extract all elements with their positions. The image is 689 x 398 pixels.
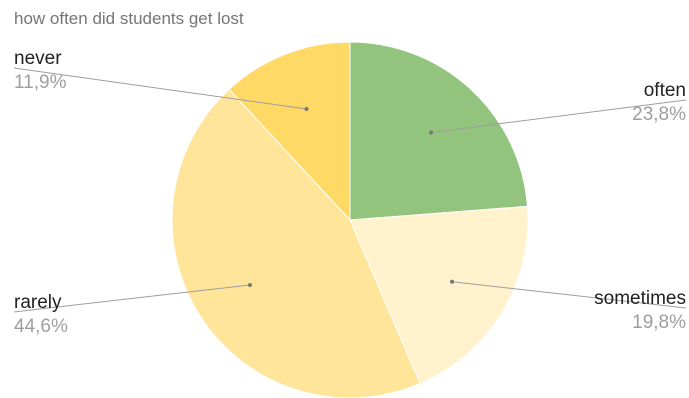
leader-dot-often [429, 130, 434, 135]
leader-dot-rarely [247, 282, 252, 287]
labels-layer: often 23,8% sometimes 19,8% rarely 44,6% never… [13, 48, 687, 337]
leader-line-often [430, 99, 687, 133]
leader-line-sometimes [451, 281, 687, 309]
slice-percent-never: 11,9% [14, 72, 67, 93]
pie-slice-sometimes [349, 205, 529, 385]
slice-percent-sometimes: 19,8% [632, 312, 686, 333]
chart-title: how often did students get lost [14, 9, 244, 28]
slice-label-often: often [644, 80, 686, 101]
slice-label-never: never [14, 48, 62, 69]
slice-percent-often: 23,8% [632, 104, 686, 125]
leader-line-rarely [13, 284, 251, 313]
pie-slice-never [228, 41, 351, 222]
leader-line-never [13, 67, 307, 110]
pie-slice-often [349, 41, 529, 221]
slice-label-rarely: rarely [14, 292, 62, 313]
leader-dot-never [304, 106, 309, 111]
slices-layer [171, 41, 529, 398]
slice-percent-rarely: 44,6% [14, 316, 68, 337]
slice-label-sometimes: sometimes [594, 288, 686, 309]
leader-dot-sometimes [450, 279, 455, 284]
